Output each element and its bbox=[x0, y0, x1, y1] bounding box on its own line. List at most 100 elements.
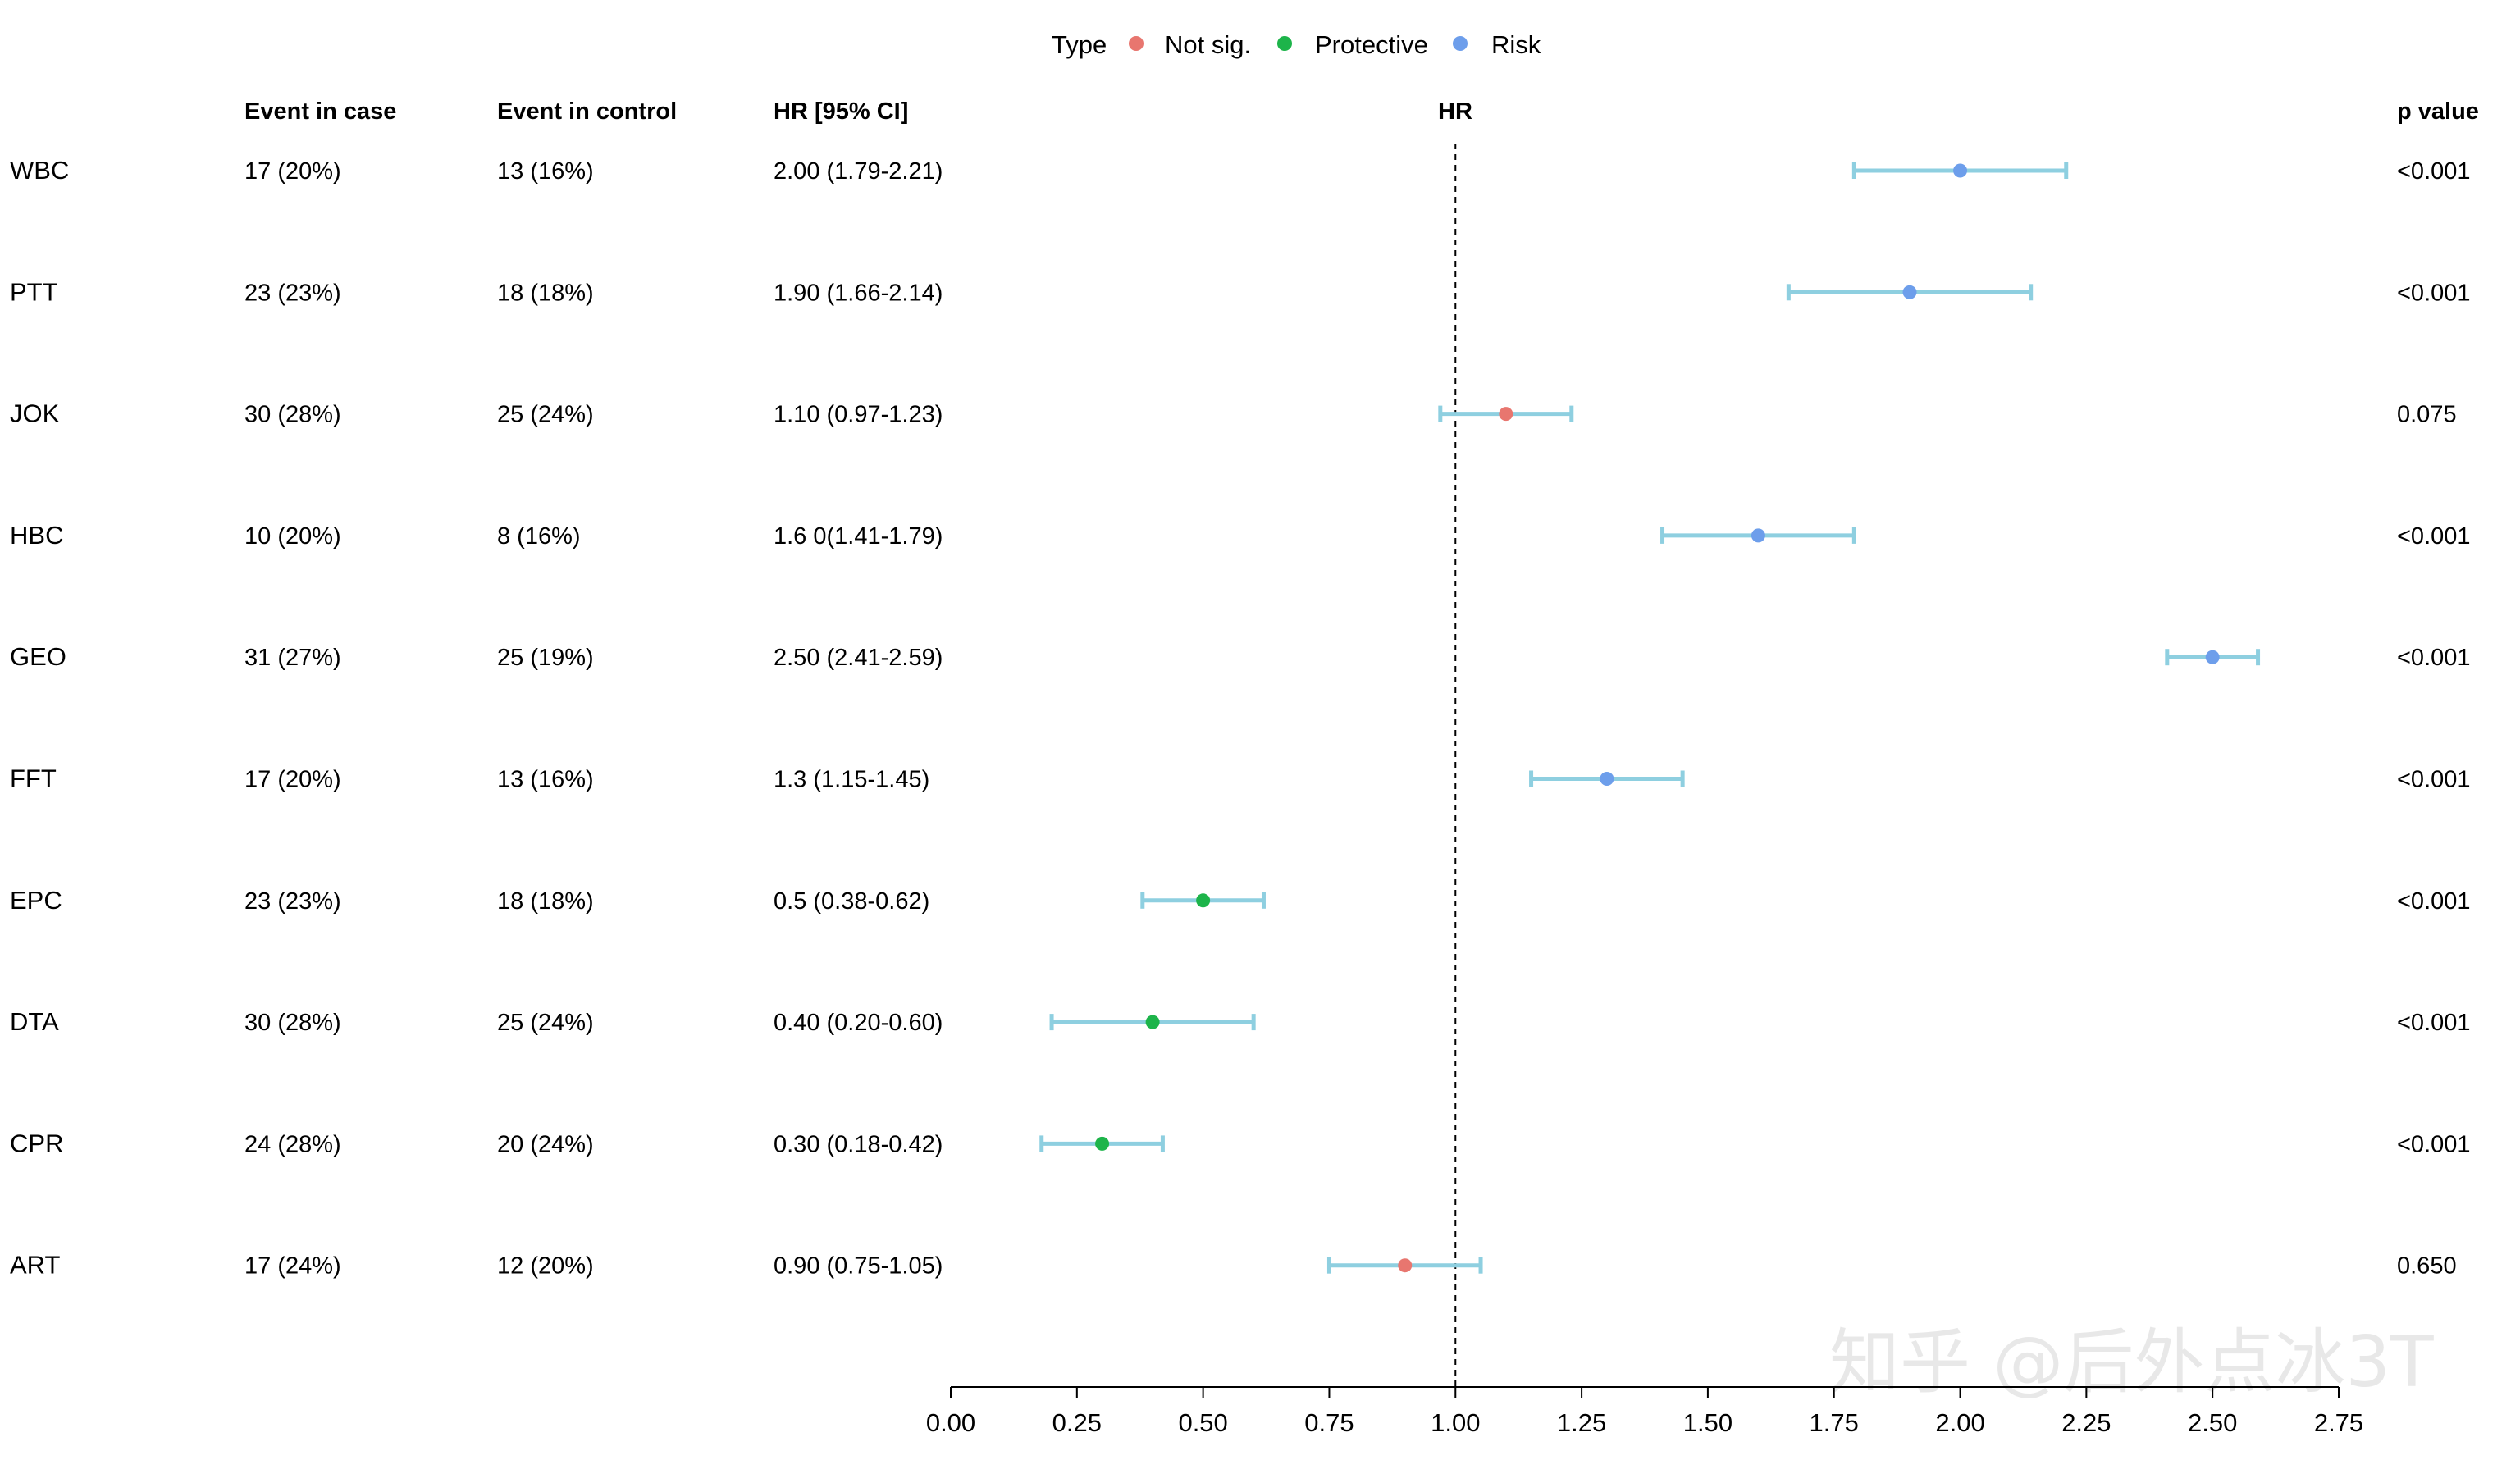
header-p-value: p value bbox=[2397, 98, 2479, 125]
point-jok bbox=[1499, 407, 1513, 422]
row-case-geo: 31 (27%) bbox=[244, 645, 341, 671]
row-case-dta: 30 (28%) bbox=[244, 1010, 341, 1036]
row-label-cpr: CPR bbox=[10, 1129, 63, 1157]
row-case-art: 17 (24%) bbox=[244, 1253, 341, 1280]
x-tick-label-2.00: 2.00 bbox=[1935, 1408, 1984, 1437]
row-hr-ci-jok: 1.10 (0.97-1.23) bbox=[774, 402, 943, 428]
legend: Type Not sig. Protective Risk bbox=[1052, 30, 1541, 59]
plot-marks bbox=[1039, 144, 2261, 1387]
header-event-in-control: Event in control bbox=[497, 98, 677, 125]
x-tick-label-1.00: 1.00 bbox=[1431, 1408, 1480, 1437]
row-hr-ci-geo: 2.50 (2.41-2.59) bbox=[774, 645, 943, 671]
row-label-dta: DTA bbox=[10, 1007, 59, 1036]
row-control-fft: 13 (16%) bbox=[497, 767, 594, 793]
row-label-wbc: WBC bbox=[10, 156, 69, 185]
x-tick-label-0.00: 0.00 bbox=[926, 1408, 975, 1437]
row-hr-ci-wbc: 2.00 (1.79-2.21) bbox=[774, 158, 943, 185]
row-control-epc: 18 (18%) bbox=[497, 888, 594, 915]
row-case-fft: 17 (20%) bbox=[244, 767, 341, 793]
ci-group-ptt bbox=[1786, 284, 2034, 301]
row-label-hbc: HBC bbox=[10, 521, 63, 550]
row-label-art: ART bbox=[10, 1251, 61, 1280]
point-cpr bbox=[1095, 1136, 1110, 1151]
x-tick-label-1.75: 1.75 bbox=[1810, 1408, 1859, 1437]
row-hr-ci-hbc: 1.6 0(1.41-1.79) bbox=[774, 523, 943, 550]
x-tick-label-2.50: 2.50 bbox=[2188, 1408, 2237, 1437]
row-hr-ci-ptt: 1.90 (1.66-2.14) bbox=[774, 280, 943, 306]
row-control-art: 12 (20%) bbox=[497, 1253, 594, 1280]
row-p-value-fft: <0.001 bbox=[2397, 767, 2471, 793]
row-hr-ci-epc: 0.5 (0.38-0.62) bbox=[774, 888, 929, 915]
ci-group-art bbox=[1326, 1257, 1483, 1274]
watermark: 知乎 @后外点冰3T bbox=[1829, 1321, 2434, 1403]
point-epc bbox=[1196, 893, 1211, 908]
ci-group-wbc bbox=[1851, 162, 2069, 179]
ci-group-epc bbox=[1140, 892, 1266, 909]
row-case-hbc: 10 (20%) bbox=[244, 523, 341, 550]
row-p-value-hbc: <0.001 bbox=[2397, 523, 2471, 550]
header-event-in-case: Event in case bbox=[244, 98, 396, 125]
legend-dot-not-sig bbox=[1129, 36, 1144, 51]
legend-label-not-sig: Not sig. bbox=[1165, 30, 1251, 59]
row-label-ptt: PTT bbox=[10, 277, 58, 306]
legend-dot-risk bbox=[1453, 36, 1468, 51]
ci-group-hbc bbox=[1660, 527, 1856, 544]
row-p-value-art: 0.650 bbox=[2397, 1253, 2457, 1280]
row-control-wbc: 13 (16%) bbox=[497, 158, 594, 185]
x-tick-label-0.50: 0.50 bbox=[1178, 1408, 1227, 1437]
row-control-cpr: 20 (24%) bbox=[497, 1131, 594, 1157]
x-tick-label-0.75: 0.75 bbox=[1304, 1408, 1354, 1437]
table-rows: WBC 17 (20%) 13 (16%) 2.00 (1.79-2.21) <0.00… bbox=[10, 156, 2471, 1280]
row-label-geo: GEO bbox=[10, 642, 66, 671]
row-case-epc: 23 (23%) bbox=[244, 888, 341, 915]
point-geo bbox=[2205, 650, 2220, 664]
x-tick-label-1.50: 1.50 bbox=[1683, 1408, 1732, 1437]
point-ptt bbox=[1902, 285, 1917, 299]
header-hr-ci: HR [95% CI] bbox=[774, 98, 908, 125]
row-case-wbc: 17 (20%) bbox=[244, 158, 341, 185]
x-tick-label-0.25: 0.25 bbox=[1052, 1408, 1102, 1437]
header-hr: HR bbox=[1438, 98, 1472, 125]
row-label-fft: FFT bbox=[10, 764, 57, 793]
row-hr-ci-fft: 1.3 (1.15-1.45) bbox=[774, 767, 929, 793]
x-tick-label-2.25: 2.25 bbox=[2061, 1408, 2111, 1437]
x-tick-label-2.75: 2.75 bbox=[2314, 1408, 2363, 1437]
ci-group-geo bbox=[2165, 649, 2261, 666]
legend-label-protective: Protective bbox=[1315, 30, 1428, 59]
legend-dot-protective bbox=[1277, 36, 1292, 51]
x-axis: 0.00 0.25 0.50 0.75 1.00 1.25 1.50 1.75 2.00 2.25… bbox=[926, 1386, 2363, 1437]
row-p-value-ptt: <0.001 bbox=[2397, 280, 2471, 306]
row-p-value-epc: <0.001 bbox=[2397, 888, 2471, 915]
row-label-jok: JOK bbox=[10, 399, 60, 428]
x-tick-label-1.25: 1.25 bbox=[1557, 1408, 1606, 1437]
row-p-value-wbc: <0.001 bbox=[2397, 158, 2471, 185]
row-control-ptt: 18 (18%) bbox=[497, 280, 594, 306]
row-case-ptt: 23 (23%) bbox=[244, 280, 341, 306]
row-case-jok: 30 (28%) bbox=[244, 402, 341, 428]
legend-label-risk: Risk bbox=[1491, 30, 1541, 59]
ci-group-jok bbox=[1438, 405, 1574, 422]
row-control-jok: 25 (24%) bbox=[497, 402, 594, 428]
row-hr-ci-art: 0.90 (0.75-1.05) bbox=[774, 1253, 943, 1280]
row-control-dta: 25 (24%) bbox=[497, 1010, 594, 1036]
row-control-geo: 25 (19%) bbox=[497, 645, 594, 671]
ci-group-cpr bbox=[1039, 1135, 1165, 1152]
ci-group-dta bbox=[1049, 1014, 1256, 1031]
legend-title: Type bbox=[1052, 30, 1107, 59]
point-dta bbox=[1145, 1015, 1160, 1029]
row-p-value-jok: 0.075 bbox=[2397, 402, 2457, 428]
point-art bbox=[1398, 1258, 1413, 1273]
ci-group-fft bbox=[1529, 770, 1685, 787]
row-hr-ci-dta: 0.40 (0.20-0.60) bbox=[774, 1010, 943, 1036]
point-fft bbox=[1600, 772, 1614, 786]
row-p-value-dta: <0.001 bbox=[2397, 1010, 2471, 1036]
row-p-value-geo: <0.001 bbox=[2397, 645, 2471, 671]
row-case-cpr: 24 (28%) bbox=[244, 1131, 341, 1157]
point-hbc bbox=[1751, 528, 1765, 543]
column-headers: Event in case Event in control HR [95% C… bbox=[244, 98, 2479, 125]
row-control-hbc: 8 (16%) bbox=[497, 523, 581, 550]
row-hr-ci-cpr: 0.30 (0.18-0.42) bbox=[774, 1131, 943, 1157]
point-wbc bbox=[1953, 163, 1968, 178]
row-label-epc: EPC bbox=[10, 886, 62, 915]
